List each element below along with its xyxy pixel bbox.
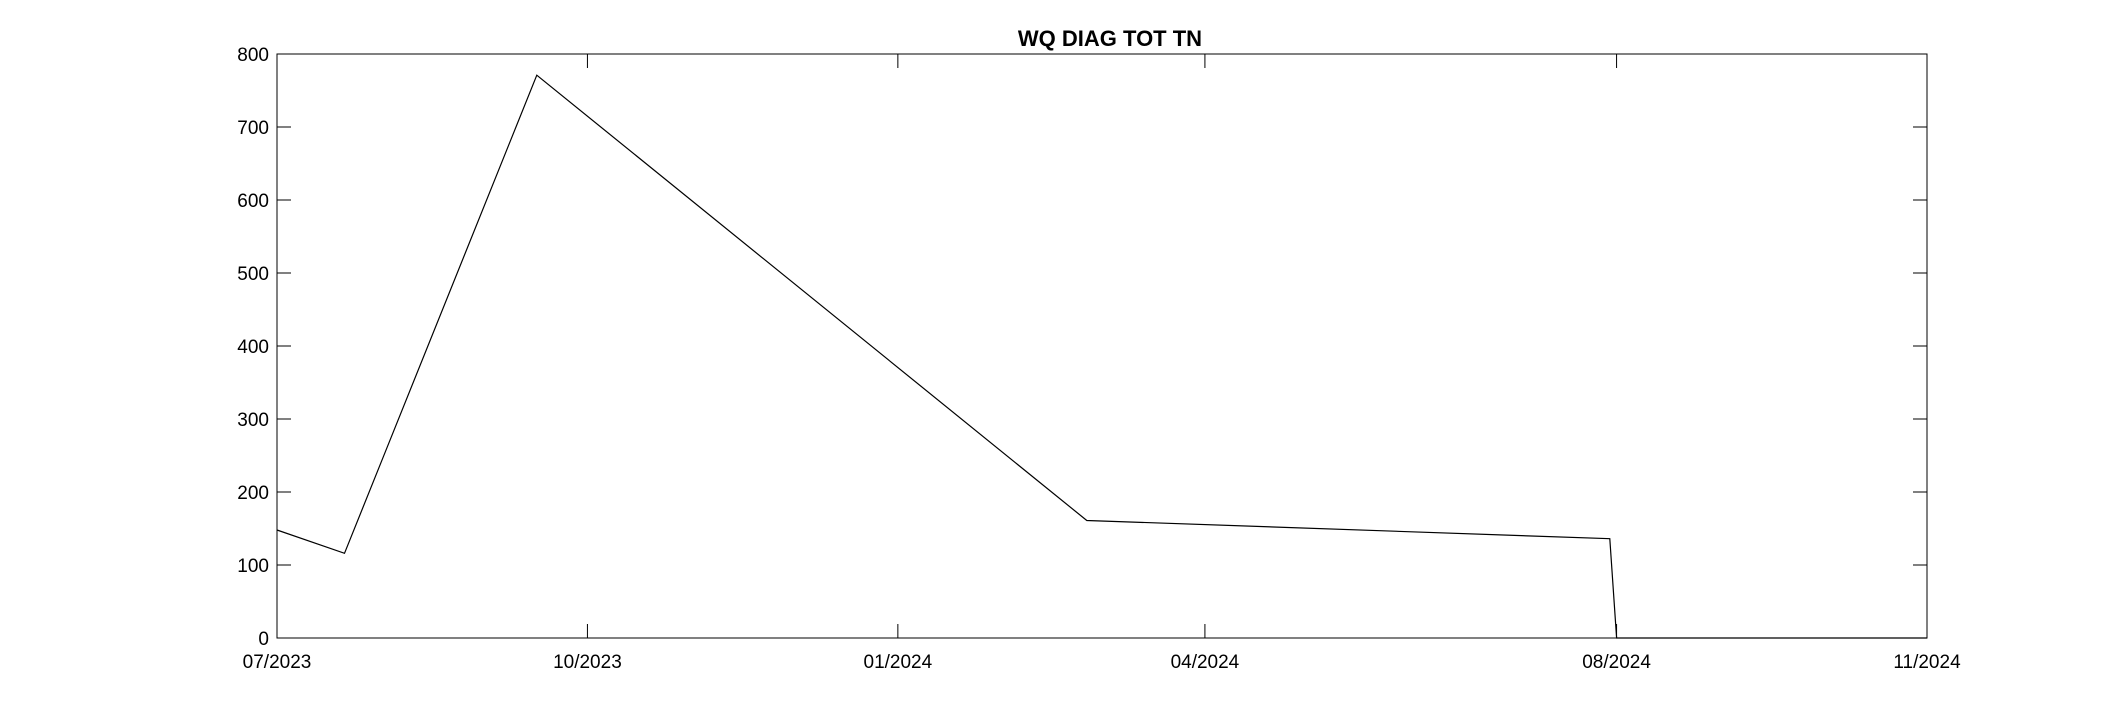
y-tick-label: 700 — [237, 118, 269, 139]
y-tick-label: 100 — [237, 556, 269, 577]
y-tick-label: 500 — [237, 264, 269, 285]
x-axis-ticks: 07/2023 10/2023 01/2024 04/2024 08/2024 11/20… — [243, 54, 1961, 673]
chart-title: WQ DIAG TOT TN — [1018, 26, 1202, 51]
y-tick-label: 400 — [237, 337, 269, 358]
y-tick-label: 800 — [237, 45, 269, 66]
y-tick-label: 0 — [258, 629, 269, 650]
x-tick-label: 07/2023 — [243, 652, 312, 673]
axes-box — [276, 53, 1928, 639]
x-tick-label: 08/2024 — [1582, 652, 1651, 673]
y-tick-label: 300 — [237, 410, 269, 431]
x-tick-label: 10/2023 — [553, 652, 622, 673]
y-tick-label: 600 — [237, 191, 269, 212]
x-tick-label: 01/2024 — [864, 652, 933, 673]
y-tick-label: 200 — [237, 483, 269, 504]
x-tick-label: 11/2024 — [1893, 652, 1961, 673]
y-axis-ticks: 0 100 200 300 400 500 600 700 800 — [237, 45, 1927, 650]
x-tick-label: 04/2024 — [1171, 652, 1240, 673]
